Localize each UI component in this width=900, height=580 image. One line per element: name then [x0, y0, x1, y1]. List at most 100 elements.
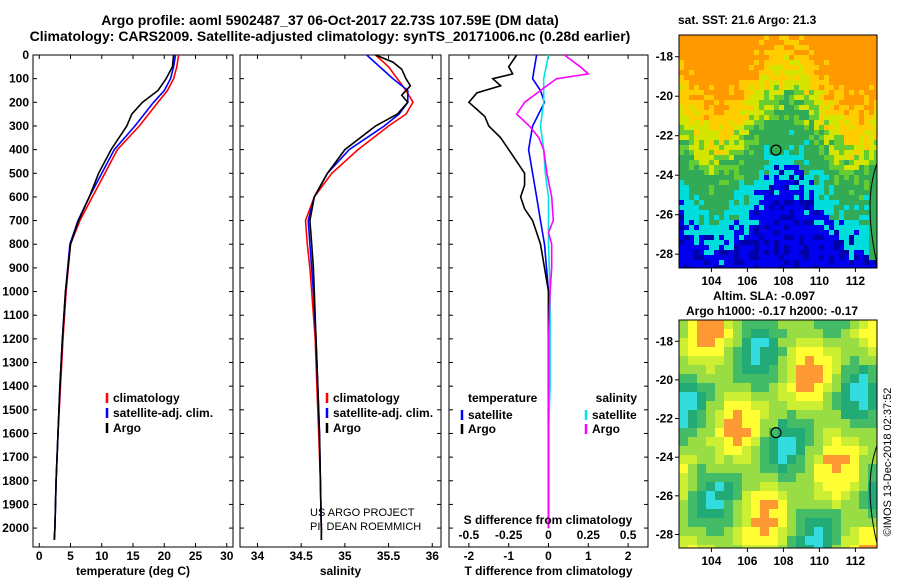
sla-map-cell [724, 509, 733, 518]
sst-map-cell [714, 200, 719, 205]
sla-map-cell [796, 401, 805, 410]
sla-map-cell [778, 383, 787, 392]
sla-map-cell [850, 338, 859, 347]
sla-map-cell [859, 536, 868, 545]
sst-map-cell [854, 80, 859, 85]
sst-map-cell [709, 120, 714, 125]
sst-map-cell [704, 100, 709, 105]
sst-map-cell [719, 175, 724, 180]
sst-map-cell [734, 150, 739, 155]
sst-map-cell [699, 215, 704, 220]
sst-map-cell [864, 140, 869, 145]
sst-map-cell [874, 195, 877, 200]
sst-map-cell [764, 50, 769, 55]
sst-map-cell [829, 240, 834, 245]
sla-map-cell [850, 455, 859, 464]
sst-map-cell [799, 135, 804, 140]
sst-map-cell [864, 215, 869, 220]
sla-map-cell [697, 446, 706, 455]
sst-map-cell [829, 135, 834, 140]
sst-map-cell [869, 220, 874, 225]
sst-map-cell [799, 205, 804, 210]
sst-map-cell [849, 45, 854, 50]
sst-map-cell [839, 170, 844, 175]
sst-map-cell [714, 260, 719, 265]
sla-map-cell [733, 392, 742, 401]
sst-map-cell [834, 110, 839, 115]
sst-map-cell [709, 50, 714, 55]
sst-map-cell [844, 225, 849, 230]
sst-map-cell [729, 215, 734, 220]
sst-map-cell [704, 120, 709, 125]
sst-map-cell [849, 170, 854, 175]
sst-map-cell [724, 220, 729, 225]
sst-map-cell [689, 255, 694, 260]
sst-map-cell [834, 45, 839, 50]
sst-map-cell [749, 120, 754, 125]
sla-map-cell [796, 329, 805, 338]
sst-map-cell [694, 150, 699, 155]
sst-map-cell [764, 65, 769, 70]
sla-map-cell [715, 518, 724, 527]
sst-map-cell [854, 100, 859, 105]
sst-map-cell [784, 155, 789, 160]
sst-map-cell [769, 175, 774, 180]
sst-map-cell [749, 65, 754, 70]
sst-coastline [869, 162, 878, 264]
sst-map-cell [789, 85, 794, 90]
sla-map-cell [742, 401, 751, 410]
sla-map-cell [850, 482, 859, 491]
sst-map-cell [714, 180, 719, 185]
sst-map-cell [699, 115, 704, 120]
sst-map-cell [749, 250, 754, 255]
sst-map-cell [774, 160, 779, 165]
sst-map-cell [729, 140, 734, 145]
sst-map-cell [764, 90, 769, 95]
temperature-xtick-label: 15 [126, 549, 140, 563]
sst-map-cell [739, 240, 744, 245]
sst-map-cell [719, 105, 724, 110]
sla-map-cell [805, 545, 814, 548]
sla-map-cell [787, 329, 796, 338]
sst-map-cell [849, 50, 854, 55]
sla-map-cell [859, 464, 868, 473]
sst-map-cell [764, 185, 769, 190]
sst-map-cell [769, 215, 774, 220]
sla-map-cell [787, 536, 796, 545]
sla-map-cell [805, 491, 814, 500]
sst-map-cell [724, 45, 729, 50]
sst-map-cell [779, 255, 784, 260]
sla-map-cell [850, 473, 859, 482]
sst-map-cell [694, 230, 699, 235]
sla-map-cell [742, 518, 751, 527]
sst-map-cell [774, 200, 779, 205]
sst-map-cell [734, 140, 739, 145]
sst-map-cell [699, 95, 704, 100]
sst-map-cell [704, 115, 709, 120]
sst-map-cell [864, 155, 869, 160]
sst-map-cell [694, 70, 699, 75]
sst-map-cell [699, 90, 704, 95]
sla-map-cell [733, 320, 742, 329]
sst-map-cell [759, 45, 764, 50]
sst-map-cell [704, 55, 709, 60]
sst-map-cell [844, 190, 849, 195]
sst-map-cell [679, 145, 684, 150]
sst-map-cell [789, 75, 794, 80]
sla-map-cell [733, 374, 742, 383]
sla-map-cell [733, 500, 742, 509]
sst-map-cell [734, 155, 739, 160]
sla-map-cell [769, 392, 778, 401]
sla-map-cell [787, 401, 796, 410]
sla-map-cell [706, 320, 715, 329]
sst-map-cell [834, 160, 839, 165]
sst-map-cell [754, 50, 759, 55]
sst-map-cell [774, 165, 779, 170]
sst-map-cell [819, 70, 824, 75]
sst-map-cell [684, 265, 689, 268]
sla-map-cell [760, 482, 769, 491]
sst-map-cell [744, 125, 749, 130]
sla-map-cell [706, 464, 715, 473]
sst-map-cell [859, 80, 864, 85]
sla-map-cell [679, 473, 688, 482]
